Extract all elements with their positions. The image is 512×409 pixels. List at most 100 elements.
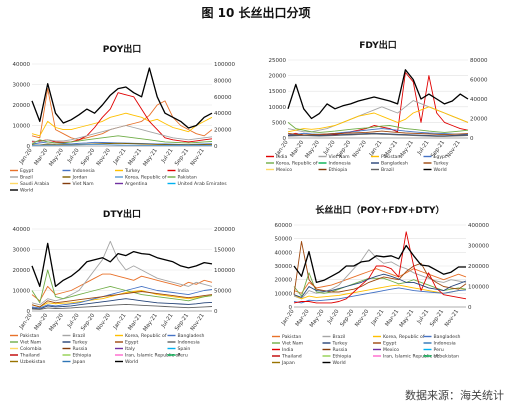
legend-label: Egypt bbox=[20, 168, 33, 174]
legend-label: Bangladesh bbox=[178, 333, 205, 339]
legend-label: Ethiopia bbox=[333, 354, 352, 360]
x-tick-label: Nov-21 bbox=[190, 313, 206, 332]
x-tick-label: Jan-20 bbox=[18, 147, 34, 166]
x-tick-label: Nov-20 bbox=[96, 147, 112, 167]
chart-title: FDY出口 bbox=[359, 39, 396, 51]
legend-label: Bangladesh bbox=[381, 161, 408, 167]
x-tick-label: Jan-20 bbox=[18, 312, 34, 331]
series-line bbox=[287, 106, 469, 133]
series-line bbox=[31, 125, 213, 143]
legend-label: Uzbekistan bbox=[20, 359, 45, 365]
x-tick-label: May-20 bbox=[309, 308, 326, 328]
x-tick-label: Sep-20 bbox=[80, 312, 96, 332]
x-tick-label: Jul-21 bbox=[160, 148, 174, 165]
y2-tick-label: 80000 bbox=[470, 58, 488, 64]
y2-tick-label: 0 bbox=[214, 309, 218, 315]
figure-caption: 图 10 长丝出口分项 bbox=[201, 6, 311, 20]
x-tick-label: May-21 bbox=[142, 148, 159, 168]
x-tick-label: Nov-20 bbox=[352, 139, 368, 159]
legend-label: Pakistan bbox=[20, 333, 39, 339]
x-tick-label: May-21 bbox=[142, 313, 159, 333]
legend-label: Brazil bbox=[73, 333, 86, 339]
legend-label: Ethiopia bbox=[73, 353, 92, 359]
x-tick-label: Nov-20 bbox=[354, 308, 370, 328]
y-tick-label: 40000 bbox=[13, 227, 31, 233]
legend-label: World bbox=[434, 167, 447, 173]
legend-label: Pakistan bbox=[282, 334, 301, 340]
legend-label: Mexico bbox=[276, 167, 292, 173]
x-tick-label: Mar-20 bbox=[289, 139, 305, 158]
y-tick-label: 10000 bbox=[13, 289, 31, 295]
y2-tick-label: 200000 bbox=[468, 264, 489, 270]
legend-label: Turkey bbox=[332, 341, 348, 347]
x-tick-label: Jul-20 bbox=[66, 312, 81, 329]
series-line bbox=[31, 143, 212, 146]
legend-label: India bbox=[282, 347, 293, 353]
x-tick-label: Jan-21 bbox=[112, 313, 128, 332]
x-tick-label: Jan-21 bbox=[370, 309, 386, 328]
legend-label: Uzbekistan bbox=[434, 354, 459, 360]
y2-tick-label: 20000 bbox=[214, 128, 232, 134]
y2-tick-label: 100000 bbox=[214, 62, 235, 68]
x-tick-label: Nov-21 bbox=[446, 140, 462, 159]
legend-label: Brazil bbox=[381, 167, 394, 173]
series-line bbox=[31, 242, 213, 288]
series-line bbox=[293, 244, 466, 284]
y2-tick-label: 60000 bbox=[470, 78, 488, 84]
legend-label: Iran, Islamic Republic of bbox=[125, 353, 180, 359]
series-line bbox=[31, 303, 213, 310]
y-tick-label: 0 bbox=[289, 305, 293, 311]
legend-label: Korea, Republic of bbox=[125, 333, 167, 339]
legend-label: Spain bbox=[178, 346, 191, 352]
x-tick-label: Nov-21 bbox=[444, 309, 460, 328]
legend-label: Thailand bbox=[281, 354, 302, 360]
y2-tick-label: 100000 bbox=[214, 268, 235, 274]
y2-tick-label: 40000 bbox=[470, 97, 488, 103]
y-tick-label: 60000 bbox=[275, 223, 293, 229]
series-line bbox=[287, 72, 469, 136]
y-tick-label: 20000 bbox=[275, 278, 293, 284]
legend-label: Brazil bbox=[20, 175, 33, 181]
x-tick-label: Jul-21 bbox=[416, 140, 430, 157]
legend-label: Iran, Islamic Republic of bbox=[383, 354, 438, 360]
legend-label: Turkey bbox=[72, 340, 88, 346]
x-tick-label: May-20 bbox=[48, 312, 65, 332]
legend-label: Viet Nam bbox=[329, 154, 351, 160]
y2-tick-label: 400000 bbox=[468, 223, 489, 229]
legend-label: Peru bbox=[434, 347, 444, 353]
chart-fdy-export: FDY出口 0 5000 10000 15000 20000 25000 0 20000 4000… bbox=[266, 39, 488, 173]
series-line bbox=[31, 92, 213, 143]
x-tick-label: Sep-21 bbox=[429, 309, 445, 328]
series-line bbox=[31, 290, 213, 308]
legend-label: Brazil bbox=[333, 334, 346, 340]
series-line bbox=[31, 298, 213, 310]
legend-label: Italy bbox=[125, 346, 135, 352]
legend-label: Saudi Arabia bbox=[20, 181, 49, 187]
x-tick-label: Nov-21 bbox=[190, 148, 206, 167]
source-note: 数据来源：海关统计 bbox=[405, 389, 504, 402]
legend-label: Thailand bbox=[19, 353, 40, 359]
x-tick-label: Mar-21 bbox=[127, 313, 143, 332]
x-tick-label: Jul-20 bbox=[326, 308, 341, 325]
legend-label: Korea, Republic of bbox=[383, 334, 425, 340]
y-tick-label: 20000 bbox=[13, 268, 31, 274]
legend-label: Turkey bbox=[124, 168, 140, 174]
x-tick-label: May-20 bbox=[48, 147, 65, 167]
x-tick-label: Jan-21 bbox=[112, 148, 128, 167]
series-line bbox=[31, 135, 213, 145]
y-tick-label: 15000 bbox=[269, 89, 287, 95]
legend-label: Russia bbox=[333, 347, 348, 353]
x-tick-label: May-21 bbox=[398, 140, 415, 160]
series-line bbox=[287, 122, 469, 133]
series-line bbox=[287, 133, 469, 137]
y2-tick-label: 300000 bbox=[468, 244, 489, 250]
legend-label: Bangladesh bbox=[434, 334, 461, 340]
y-tick-label: 0 bbox=[27, 144, 31, 150]
y-tick-label: 50000 bbox=[275, 237, 293, 243]
legend-label: India bbox=[178, 168, 189, 174]
x-tick-label: Sep-21 bbox=[174, 148, 190, 167]
series-line bbox=[31, 112, 213, 137]
series-line bbox=[293, 240, 467, 295]
series-line bbox=[31, 240, 213, 306]
legend-label: Indonesia bbox=[178, 340, 200, 346]
